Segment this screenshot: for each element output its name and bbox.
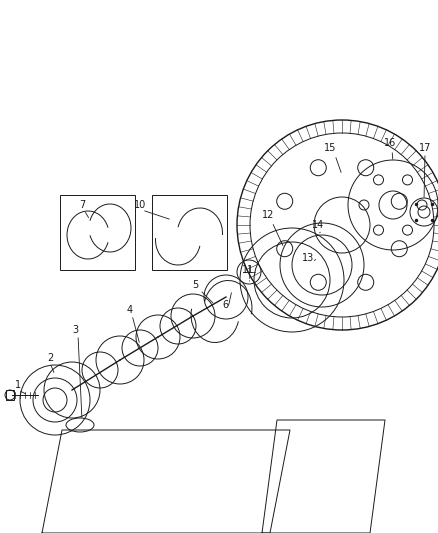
Text: 7: 7: [79, 200, 85, 210]
Text: 2: 2: [47, 353, 53, 363]
Text: 13: 13: [302, 253, 314, 263]
Text: 15: 15: [324, 143, 336, 153]
Text: 6: 6: [222, 300, 228, 310]
Text: 11: 11: [242, 265, 254, 275]
Bar: [60, 195, 135, 270]
Text: 17: 17: [419, 143, 431, 153]
Text: 16: 16: [384, 138, 396, 148]
Text: 14: 14: [312, 220, 324, 230]
Text: 10: 10: [134, 200, 146, 210]
Bar: [6, 390, 14, 400]
Text: 4: 4: [127, 305, 133, 315]
Text: 5: 5: [192, 280, 198, 290]
Text: 3: 3: [72, 325, 78, 335]
Bar: [152, 195, 227, 270]
Text: 12: 12: [262, 210, 274, 220]
Text: 1: 1: [15, 380, 21, 390]
